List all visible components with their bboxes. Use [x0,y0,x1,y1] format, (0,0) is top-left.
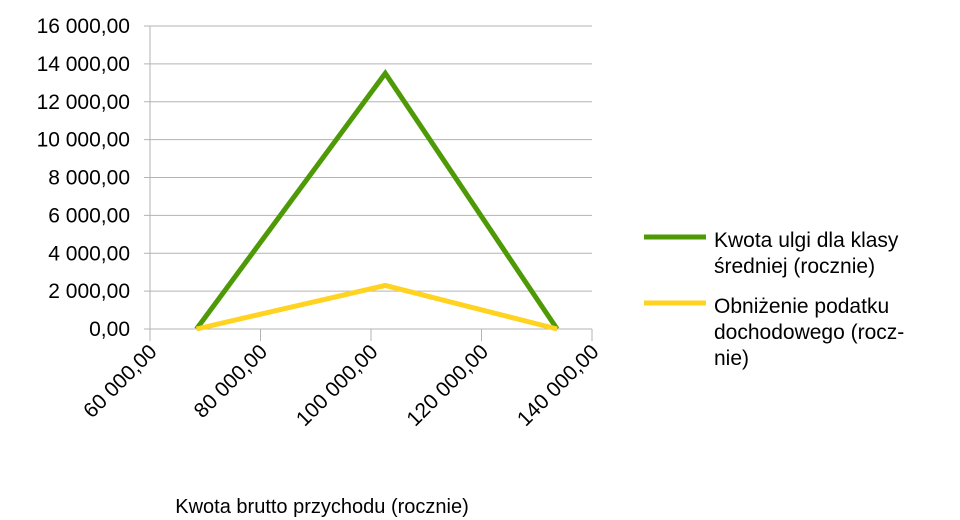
y-tick-label-0: 0,00 [89,318,130,341]
y-tick-label-6: 12 000,00 [37,91,130,114]
legend-label-line: nie) [714,347,749,370]
x-tick-label-4: 140 000,00 [513,340,604,431]
legend-label-line: średniej (rocznie) [714,255,875,278]
legend: Kwota ulgi dla klasy średniej (rocznie) Ob… [644,229,904,370]
legend-label-0: Kwota ulgi dla klasy średniej (rocznie) [714,229,899,278]
legend-label-1: Obniżenie podatku dochodowego (rocz-nie) [714,295,904,370]
x-tick-label-0: 60 000,00 [79,340,161,422]
y-tick-label-1: 2 000,00 [48,280,130,303]
series-lines [194,68,560,332]
y-axis-tick-labels: 0,00 2 000,00 4 000,00 6 000,00 8 000,00 10 0… [37,15,130,341]
y-tick-label-5: 10 000,00 [37,129,130,152]
axes [144,25,593,341]
legend-label-line: Obniżenie podatku [714,295,889,318]
series-line-1 [195,282,558,332]
y-tick-label-8: 16 000,00 [37,15,130,38]
x-axis-label: Kwota brutto przychodu (rocznie) [175,496,468,518]
x-tick-label-1: 80 000,00 [190,340,272,422]
y-tick-label-3: 6 000,00 [48,204,130,227]
series-line-0 [194,68,560,331]
x-tick-label-3: 120 000,00 [402,340,493,431]
x-tick-label-2: 100 000,00 [292,340,383,431]
x-axis-tick-labels: 60 000,00 80 000,00 100 000,00 120 000,00 14… [79,340,603,431]
legend-label-line: dochodowego (rocz- [714,321,904,344]
y-tick-label-2: 4 000,00 [48,242,130,265]
y-tick-label-7: 14 000,00 [37,53,130,76]
y-tick-label-4: 8 000,00 [48,167,130,190]
legend-label-line: Kwota ulgi dla klasy [714,229,899,252]
